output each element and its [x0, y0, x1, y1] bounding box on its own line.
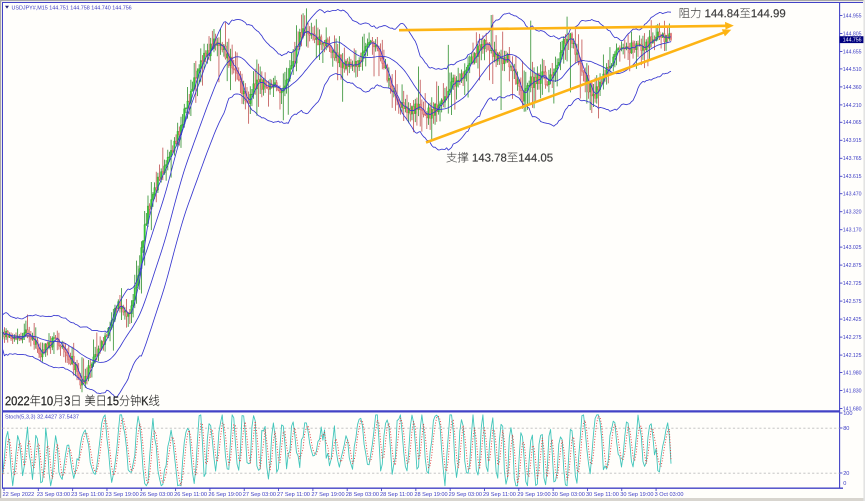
svg-text:28 Sep 19:00: 28 Sep 19:00 — [414, 492, 447, 498]
svg-text:142.275: 142.275 — [843, 335, 862, 341]
svg-text:28 Sep 03:00: 28 Sep 03:00 — [346, 492, 379, 498]
svg-text:144.655: 144.655 — [843, 49, 862, 55]
svg-text:27 Sep 19:00: 27 Sep 19:00 — [311, 492, 344, 498]
svg-text:30 Sep 19:00: 30 Sep 19:00 — [620, 492, 653, 498]
svg-text:22 Sep 2022: 22 Sep 2022 — [3, 492, 35, 498]
svg-text:0: 0 — [843, 481, 846, 487]
svg-text:30 Sep 03:00: 30 Sep 03:00 — [552, 492, 585, 498]
svg-text:23 Sep 11:00: 23 Sep 11:00 — [71, 492, 104, 498]
svg-text:143.915: 143.915 — [843, 138, 862, 144]
svg-text:Stoch(5,3,3) 32.4427 37.5437: Stoch(5,3,3) 32.4427 37.5437 — [5, 415, 79, 421]
svg-text:142.125: 142.125 — [843, 353, 862, 359]
svg-text:144.510: 144.510 — [843, 67, 862, 73]
svg-text:23 Sep 19:00: 23 Sep 19:00 — [105, 492, 138, 498]
svg-text:27 Sep 11:00: 27 Sep 11:00 — [277, 492, 310, 498]
svg-text:20: 20 — [843, 471, 849, 477]
svg-text:143.170: 143.170 — [843, 228, 862, 234]
svg-text:143.320: 143.320 — [843, 210, 862, 216]
svg-text:143.470: 143.470 — [843, 192, 862, 198]
svg-text:144.360: 144.360 — [843, 85, 862, 91]
svg-text:142.425: 142.425 — [843, 317, 862, 323]
svg-text:144.955: 144.955 — [843, 13, 862, 19]
svg-text:100: 100 — [843, 411, 852, 417]
svg-text:144.210: 144.210 — [843, 103, 862, 109]
svg-text:30 Sep 11:00: 30 Sep 11:00 — [586, 492, 619, 498]
svg-text:141.980: 141.980 — [843, 370, 862, 376]
svg-text:26 Sep 19:00: 26 Sep 19:00 — [208, 492, 241, 498]
svg-text:143.025: 143.025 — [843, 245, 862, 251]
svg-text:142.725: 142.725 — [843, 281, 862, 287]
svg-text:26 Sep 11:00: 26 Sep 11:00 — [174, 492, 207, 498]
svg-text:141.680: 141.680 — [843, 406, 862, 412]
svg-text:29 Sep 11:00: 29 Sep 11:00 — [483, 492, 516, 498]
svg-text:29 Sep 19:00: 29 Sep 19:00 — [517, 492, 550, 498]
svg-text:USDJPY#,M15 144.751 144.758 1: USDJPY#,M15 144.751 144.758 144.740 144.… — [12, 5, 132, 11]
svg-text:27 Sep 03:00: 27 Sep 03:00 — [243, 492, 276, 498]
svg-text:26 Sep 03:00: 26 Sep 03:00 — [140, 492, 173, 498]
svg-text:3 Oct 03:00: 3 Oct 03:00 — [655, 492, 684, 498]
svg-text:144.805: 144.805 — [843, 31, 862, 37]
svg-text:143.765: 143.765 — [843, 156, 862, 162]
svg-text:23 Sep 03:00: 23 Sep 03:00 — [37, 492, 70, 498]
svg-text:144.756: 144.756 — [843, 38, 862, 44]
svg-text:143.615: 143.615 — [843, 174, 862, 180]
svg-text:142.575: 142.575 — [843, 299, 862, 305]
svg-text:141.830: 141.830 — [843, 388, 862, 394]
svg-text:28 Sep 11:00: 28 Sep 11:00 — [380, 492, 413, 498]
svg-text:142.875: 142.875 — [843, 263, 862, 269]
svg-text:29 Sep 03:00: 29 Sep 03:00 — [449, 492, 482, 498]
svg-text:144.065: 144.065 — [843, 120, 862, 126]
svg-text:80: 80 — [843, 426, 849, 432]
